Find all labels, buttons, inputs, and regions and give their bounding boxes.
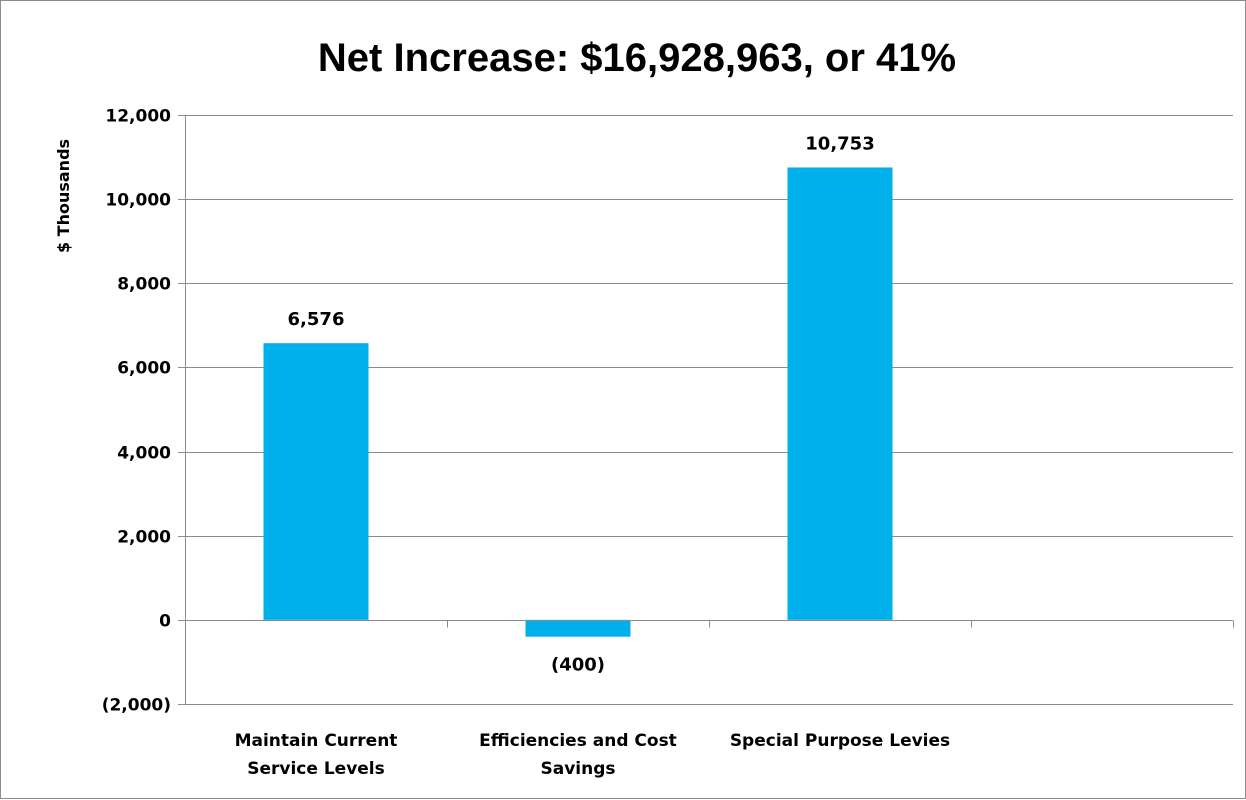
y-tick-label-0: (2,000)	[102, 696, 171, 716]
y-tick-label-7: 12,000	[105, 107, 171, 127]
category-label-2-0: Special Purpose Levies	[730, 731, 950, 751]
bar-1	[525, 619, 631, 637]
y-tick-label-1: 0	[159, 612, 171, 632]
axes	[178, 115, 1234, 705]
bar-0	[263, 343, 369, 620]
y-tick-label-5: 8,000	[117, 275, 171, 295]
bars	[263, 167, 893, 637]
y-tick-label-4: 6,000	[117, 359, 171, 379]
data-label-0: 6,576	[288, 309, 345, 330]
labels: (2,000) 0 2,000 4,000 6,000 8,000 10,000 12,000…	[102, 107, 950, 780]
category-label-1-0: Efficiencies and Cost	[479, 731, 677, 751]
chart-title: Net Increase: $16,928,963, or 41%	[318, 36, 956, 80]
data-label-2: 10,753	[805, 133, 874, 154]
category-label-1-1: Savings	[540, 759, 615, 779]
y-tick-label-3: 4,000	[117, 444, 171, 464]
y-tick-label-6: 10,000	[105, 191, 171, 211]
y-axis-title: $ Thousands	[54, 139, 73, 253]
bar-2	[787, 167, 893, 620]
category-label-0-0: Maintain Current	[235, 731, 398, 751]
data-label-1: (400)	[551, 655, 605, 676]
category-label-0-1: Service Levels	[247, 759, 385, 779]
y-tick-label-2: 2,000	[117, 528, 171, 548]
